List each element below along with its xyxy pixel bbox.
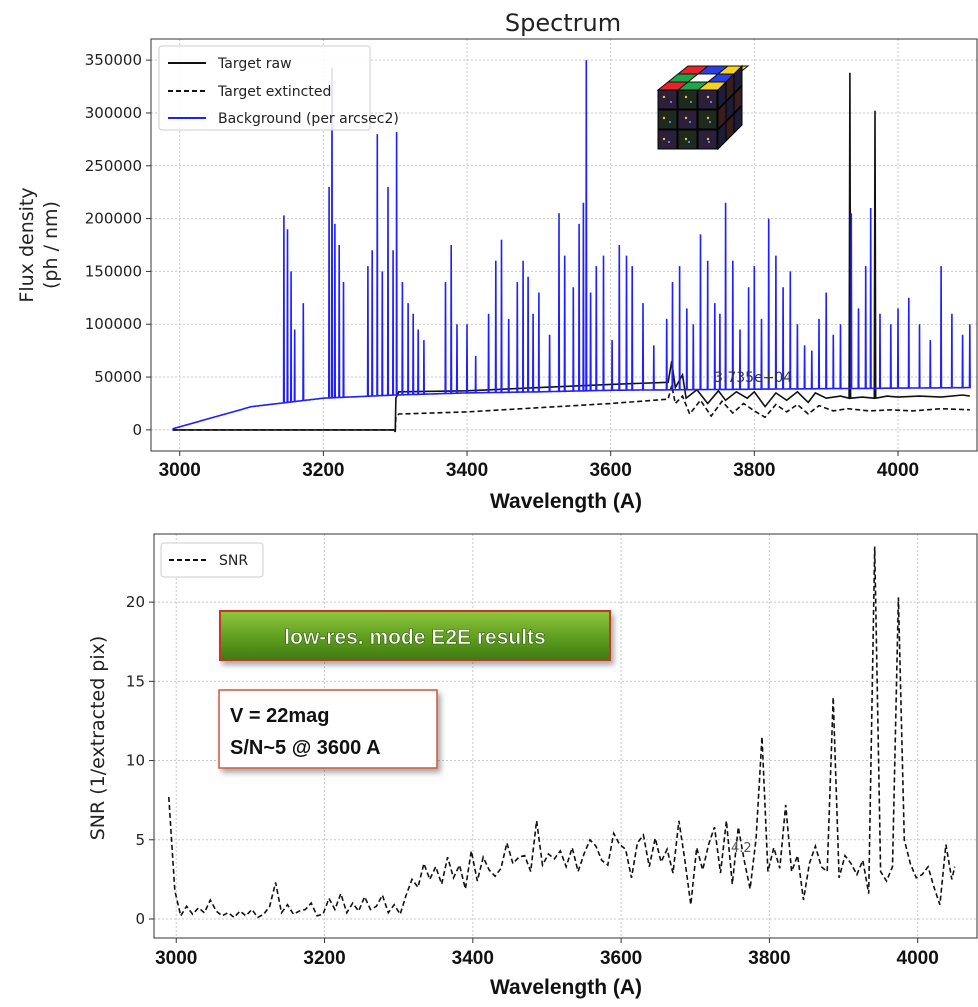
x-tick-label: 4000 bbox=[897, 948, 939, 969]
legend: SNR bbox=[160, 542, 264, 578]
cube-front-sticker bbox=[657, 109, 678, 130]
series-line-background-per-arcsec2 bbox=[172, 60, 971, 430]
cube-star bbox=[662, 95, 666, 99]
series-group bbox=[168, 546, 956, 919]
x-tick-label: 3200 bbox=[303, 948, 345, 969]
x-tick-label: 3000 bbox=[159, 460, 201, 481]
spectrum-chart: Spectrum 3000 3200 3400 3600 3800 4000 0 50000… bbox=[16, 9, 978, 513]
series-line-snr bbox=[168, 546, 956, 919]
cube-side-sticker bbox=[733, 104, 743, 135]
plot-frame bbox=[153, 533, 978, 939]
y-tick-label: 300000 bbox=[85, 104, 142, 122]
x-tick-label: 3400 bbox=[452, 948, 494, 969]
cube-star bbox=[662, 137, 666, 141]
y-axis-title-text-2: (ph / nm) bbox=[40, 201, 62, 289]
series-group bbox=[172, 60, 971, 434]
x-tick-label: 3600 bbox=[600, 948, 642, 969]
curve-annotation: 4.2 bbox=[731, 841, 752, 856]
x-tick-label: 4000 bbox=[877, 460, 919, 481]
cube-star bbox=[684, 95, 688, 99]
x-axis-title: Wavelength (A) bbox=[490, 976, 642, 999]
x-ticks: 3000 3200 3400 3600 3800 4000 bbox=[159, 451, 919, 481]
cube-front-sticker bbox=[697, 89, 718, 110]
y-tick-label: 100000 bbox=[85, 315, 142, 333]
cube-star bbox=[689, 121, 691, 123]
legend-box bbox=[160, 542, 264, 578]
cube-star bbox=[706, 95, 710, 99]
y-tick-label: 20 bbox=[126, 593, 145, 611]
x-tick-label: 3800 bbox=[733, 460, 775, 481]
cube-star bbox=[670, 101, 672, 103]
y-tick-label: 5 bbox=[135, 831, 145, 849]
y-ticks: 0 50000 100000 150000 200000 250000 300000 3500… bbox=[85, 51, 151, 439]
note-box-frame bbox=[218, 689, 438, 769]
rubiks-cube-logo bbox=[656, 64, 750, 151]
y-tick-label: 50000 bbox=[94, 368, 142, 386]
results-banner: low-res. mode E2E results bbox=[219, 610, 611, 661]
y-axis-title-text-1: Flux density bbox=[16, 187, 38, 302]
x-tick-label: 3200 bbox=[302, 460, 344, 481]
y-tick-label: 0 bbox=[132, 421, 142, 439]
cube-front-sticker bbox=[657, 89, 678, 110]
cube-star bbox=[688, 141, 690, 143]
peak-annotation: 3.735e+04 bbox=[714, 370, 792, 386]
y-tick-label: 0 bbox=[135, 910, 145, 928]
y-tick-label: 200000 bbox=[85, 210, 142, 228]
cube-star bbox=[706, 137, 710, 141]
x-tick-label: 3600 bbox=[590, 460, 632, 481]
cube-front-sticker bbox=[657, 129, 678, 150]
cube-star bbox=[668, 141, 670, 143]
y-tick-label: 15 bbox=[126, 672, 145, 690]
series-line-target-extincted bbox=[172, 385, 970, 434]
x-tick-label: 3800 bbox=[748, 948, 790, 969]
x-ticks: 3000 3200 3400 3600 3800 4000 bbox=[155, 938, 939, 969]
y-tick-label: 150000 bbox=[85, 262, 142, 280]
legend-box bbox=[158, 45, 371, 131]
note-box: V = 22mag S/N~5 @ 3600 A bbox=[218, 689, 438, 769]
x-axis-title: Wavelength (A) bbox=[490, 490, 642, 513]
x-tick-label: 3000 bbox=[155, 948, 197, 969]
legend-label-target-extincted: Target extincted bbox=[217, 84, 331, 100]
note-line-1: V = 22mag bbox=[230, 705, 330, 727]
y-ticks: 0 5 10 15 20 bbox=[126, 593, 154, 928]
chart-title: Spectrum bbox=[505, 9, 621, 37]
cube-star bbox=[662, 116, 666, 120]
legend-label-target-raw: Target raw bbox=[217, 56, 292, 72]
y-tick-label: 10 bbox=[126, 752, 145, 770]
cube-front-sticker bbox=[677, 89, 698, 110]
note-line-2: S/N~5 @ 3600 A bbox=[230, 737, 381, 759]
snr-chart: 3000 3200 3400 3600 3800 4000 0 5 10 15 20 Wavele… bbox=[87, 533, 978, 999]
x-tick-label: 3400 bbox=[446, 460, 488, 481]
cube-star bbox=[706, 116, 710, 120]
cube-star bbox=[710, 101, 712, 103]
y-axis-title-line1: Flux density bbox=[16, 187, 38, 302]
cube-side-sticker bbox=[733, 64, 743, 95]
cube-front-sticker bbox=[677, 109, 698, 130]
cube-star bbox=[709, 121, 711, 123]
y-axis-title-line2: (ph / nm) bbox=[40, 201, 62, 289]
legend: Target raw Target extincted Background (… bbox=[158, 45, 399, 131]
legend-label-background: Background (per arcsec2) bbox=[218, 111, 399, 127]
banner-box bbox=[219, 610, 611, 661]
banner-text: low-res. mode E2E results bbox=[284, 626, 545, 649]
cube-star bbox=[690, 101, 692, 103]
cube-star bbox=[684, 116, 688, 120]
cube-star bbox=[684, 137, 688, 141]
plot-frame bbox=[150, 38, 978, 452]
cube-side-sticker bbox=[733, 84, 743, 115]
cube-star bbox=[669, 121, 671, 123]
y-tick-label: 350000 bbox=[85, 51, 142, 69]
legend-label-snr: SNR bbox=[219, 553, 248, 569]
y-tick-label: 250000 bbox=[85, 157, 142, 175]
y-axis-title: SNR (1/extracted pix) bbox=[87, 636, 109, 841]
cube-front-sticker bbox=[677, 129, 698, 150]
cube-star bbox=[708, 141, 710, 143]
cube-front-sticker bbox=[697, 109, 718, 130]
